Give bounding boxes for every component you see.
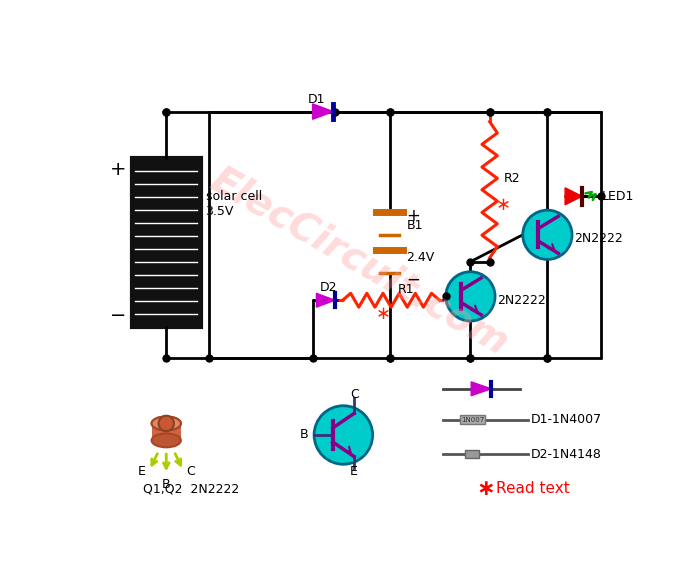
Text: D2-1N4148: D2-1N4148 xyxy=(531,448,601,461)
Circle shape xyxy=(314,406,372,464)
FancyBboxPatch shape xyxy=(152,424,181,440)
Text: −: − xyxy=(407,271,421,288)
Text: D1-1N4007: D1-1N4007 xyxy=(531,413,601,426)
Bar xyxy=(132,158,201,327)
Text: 2N2222: 2N2222 xyxy=(574,232,623,245)
Text: 2N2222: 2N2222 xyxy=(497,294,546,307)
Text: Q1,Q2  2N2222: Q1,Q2 2N2222 xyxy=(144,482,239,496)
Circle shape xyxy=(158,416,174,431)
Ellipse shape xyxy=(152,417,181,430)
Text: 2.4V: 2.4V xyxy=(407,252,435,264)
Text: D1: D1 xyxy=(307,93,325,106)
Text: LED1: LED1 xyxy=(602,190,634,203)
Text: 3.5V: 3.5V xyxy=(206,205,234,218)
Text: R1: R1 xyxy=(398,283,415,296)
Polygon shape xyxy=(312,104,333,119)
Text: ∗: ∗ xyxy=(496,196,511,214)
Text: ∗: ∗ xyxy=(477,479,495,499)
Text: C: C xyxy=(186,466,195,478)
Text: solar cell: solar cell xyxy=(206,190,262,203)
Text: ∗: ∗ xyxy=(376,305,391,323)
Ellipse shape xyxy=(152,417,181,430)
Text: R2: R2 xyxy=(503,172,520,185)
Text: Read text: Read text xyxy=(496,481,570,496)
Polygon shape xyxy=(316,293,335,307)
Circle shape xyxy=(523,210,572,260)
Text: ElecCircuit.com: ElecCircuit.com xyxy=(203,161,514,363)
Circle shape xyxy=(446,272,495,321)
Polygon shape xyxy=(471,382,491,396)
Text: B: B xyxy=(300,429,308,441)
Text: 1N007: 1N007 xyxy=(461,417,484,422)
Text: B: B xyxy=(162,478,171,491)
Text: C: C xyxy=(350,388,358,400)
Text: +: + xyxy=(109,160,126,179)
Text: E: E xyxy=(350,466,358,478)
Text: B1: B1 xyxy=(407,219,423,232)
Polygon shape xyxy=(565,188,582,205)
Bar xyxy=(461,415,485,424)
Text: +: + xyxy=(407,207,421,224)
Text: D2: D2 xyxy=(320,280,337,294)
Text: E: E xyxy=(138,466,146,478)
Ellipse shape xyxy=(152,433,181,447)
Text: −: − xyxy=(110,306,126,325)
Bar xyxy=(465,451,479,458)
